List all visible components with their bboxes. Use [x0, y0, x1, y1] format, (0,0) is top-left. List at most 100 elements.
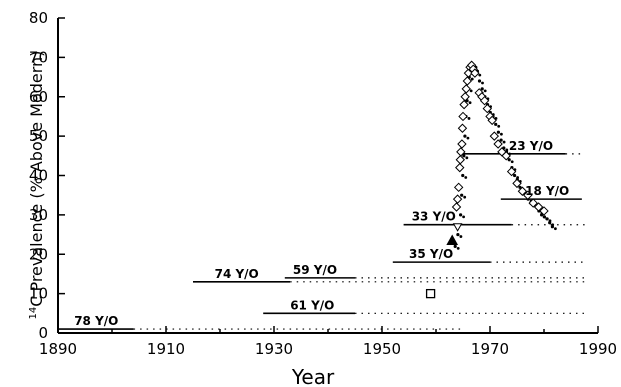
atmospheric-point [462, 154, 466, 158]
atmospheric-point [477, 79, 482, 83]
diamond-point [533, 202, 544, 212]
diamond-point [457, 139, 467, 149]
y-tick-labels: 0 10 20 30 40 50 60 70 80 [29, 9, 48, 342]
atmospheric-point [459, 213, 463, 217]
y-axis-title-main: Prevalence (% Above Modern) [27, 51, 46, 292]
atmospheric-point [510, 160, 514, 164]
y-tick-label: 60 [29, 88, 48, 106]
diamond-point [487, 115, 497, 126]
triangle-open-point [452, 223, 463, 232]
diamond-point [523, 190, 533, 200]
y-tick-label: 30 [29, 206, 48, 224]
atmospheric-point [463, 195, 467, 199]
atmospheric-point [518, 185, 522, 189]
diamond-point [482, 103, 493, 114]
y-axis-title-superscript: 14 [28, 307, 39, 320]
diamond-point [459, 99, 469, 110]
diamond-series [451, 60, 549, 216]
diamond-point [517, 186, 528, 196]
y-tick-label: 50 [29, 127, 48, 145]
diamond-point [539, 206, 549, 216]
atmospheric-point [459, 235, 463, 238]
atmospheric-point [467, 117, 471, 120]
annotation-label: 33 Y/O [412, 210, 456, 224]
annotation-label: 35 Y/O [409, 247, 453, 261]
tick-marks [57, 17, 599, 334]
atmospheric-point [469, 89, 473, 93]
atmospheric-point [480, 87, 484, 91]
atmospheric-point [494, 122, 498, 126]
y-tick-label: 20 [29, 245, 48, 263]
atmospheric-point [545, 217, 549, 221]
atmospheric-point [478, 73, 482, 77]
atmospheric-point [513, 173, 517, 178]
diamond-point [460, 92, 470, 102]
diamond-point [456, 147, 466, 157]
atmospheric-point [481, 81, 484, 85]
atmospheric-point [502, 140, 506, 144]
x-tick-label: 1970 [471, 340, 509, 358]
other-markers [425, 223, 463, 299]
atmospheric-point [453, 244, 457, 248]
annotation-lines [58, 153, 588, 330]
annotation-label: 61 Y/O [290, 298, 334, 312]
atmospheric-point [460, 193, 464, 197]
axes [57, 18, 598, 334]
y-axis-title: 14C Prevalence (% Above Modern) [27, 51, 46, 320]
atmospheric-point [500, 132, 503, 136]
atmospheric-point [550, 225, 555, 229]
y-tick-label: 40 [29, 167, 48, 185]
diamond-point [479, 95, 490, 106]
diamond-point [489, 131, 500, 141]
y-axis-title-sub: C [27, 296, 46, 307]
diamond-point [453, 182, 464, 193]
atmospheric-point [497, 124, 501, 128]
diamond-point [512, 178, 522, 189]
x-axis-title: Year [291, 365, 335, 387]
annotation-label: 59 Y/O [293, 263, 337, 277]
atmospheric-point [465, 156, 469, 160]
atmospheric-point [456, 246, 460, 250]
x-tick-label: 1950 [363, 340, 401, 358]
diamond-point [461, 84, 471, 94]
atmospheric-point [483, 89, 487, 93]
y-axis-title-group: 14C Prevalence (% Above Modern) [27, 51, 46, 320]
diamond-point [455, 162, 465, 173]
atmospheric-point [466, 136, 470, 140]
y-tick-label: 0 [38, 324, 48, 342]
diamond-point [458, 111, 468, 122]
x-tick-label: 1910 [147, 340, 185, 358]
x-tick-label: 1890 [39, 340, 77, 358]
x-tick-label: 1930 [255, 340, 293, 358]
y-tick-label: 70 [29, 48, 48, 66]
atmospheric-point [540, 213, 544, 217]
x-tick-labels: 1890 1910 1930 1950 1970 1990 [39, 340, 617, 358]
atmospheric-point [462, 215, 465, 219]
diamond-point [528, 198, 538, 208]
atmospheric-point [554, 227, 557, 231]
diamond-point [493, 139, 503, 149]
atmospheric-point [461, 173, 465, 178]
atmospheric-point [470, 77, 474, 81]
annotation-labels: 78 Y/O 74 Y/O 59 Y/O 61 Y/O 35 Y/O 33 Y/O 23 Y… [74, 139, 569, 328]
diamond-point [501, 151, 511, 161]
y-tick-label: 10 [29, 285, 48, 303]
diamond-point [506, 166, 517, 177]
atmospheric-point [463, 134, 467, 138]
diamond-point [455, 155, 466, 165]
diamond-point [462, 76, 473, 86]
y-tick-label: 80 [29, 9, 48, 27]
x-tick-label: 1990 [579, 340, 617, 358]
annotation-label: 23 Y/O [509, 139, 553, 153]
atmospheric-point [468, 101, 472, 105]
annotation-label: 78 Y/O [74, 314, 118, 328]
atmospheric-point [464, 176, 468, 179]
atmospheric-point [542, 215, 546, 219]
triangle-filled-point [446, 234, 459, 245]
annotation-label: 18 Y/O [525, 184, 569, 198]
atmospheric-point [507, 158, 511, 162]
square-open-point [425, 288, 436, 299]
atmospheric-point [456, 232, 460, 237]
atmospheric-point [499, 138, 503, 142]
